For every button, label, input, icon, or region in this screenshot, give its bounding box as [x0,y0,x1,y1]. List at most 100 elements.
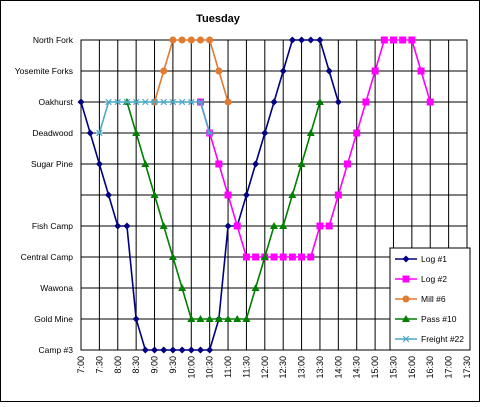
data-point-log-1 [151,346,159,354]
data-point-log-1 [95,160,103,168]
data-point-log-1 [252,160,260,168]
y-tick-label: Fish Camp [32,221,73,231]
legend-label: Log #2 [421,274,447,284]
x-tick-label: 17:00 [444,356,454,379]
x-tick-label: 17:30 [462,356,472,379]
data-point-log-2 [380,36,388,44]
legend-item-pass-10: Pass #10 [395,314,457,324]
data-point-log-1 [178,346,186,354]
data-point-log-2 [316,222,324,230]
data-point-freight-22 [141,98,149,106]
data-point-pass-10 [187,315,196,322]
data-point-pass-10 [233,315,242,322]
x-tick-label: 13:30 [315,356,325,379]
y-tick-label: Deadwood [32,128,73,138]
data-point-log-1 [187,346,195,354]
data-point-log-2 [362,98,370,106]
legend-swatch-marker [402,315,410,322]
legend-swatch-marker [402,255,410,263]
x-tick-label: 8:30 [131,356,141,374]
x-tick-label: 15:00 [370,356,380,379]
data-point-log-1 [288,36,296,44]
data-point-pass-10 [205,315,214,322]
data-point-freight-22 [114,98,122,106]
x-tick-label: 10:00 [186,356,196,379]
data-point-freight-22 [160,98,168,106]
data-point-freight-22 [169,98,177,106]
data-point-pass-10 [270,222,278,229]
x-tick-label: 10:30 [205,356,215,379]
x-tick-label: 7:30 [94,356,104,374]
data-point-pass-10 [251,284,260,291]
data-point-log-1 [196,346,204,354]
series-layer [77,36,434,354]
data-point-pass-10 [168,253,177,260]
legend-label: Mill #6 [421,294,446,304]
x-tick-label: 11:30 [241,356,251,378]
y-tick-label: Oakhurst [39,97,74,107]
series-log-1 [77,36,342,354]
data-point-log-2 [298,253,306,261]
data-point-log-2 [325,222,333,230]
x-tick-label: 14:00 [333,356,343,379]
legend-item-freight-22: Freight #22 [395,334,464,344]
data-point-mill-6 [187,36,195,44]
data-point-freight-22 [187,98,195,106]
y-tick-label: North Fork [33,35,74,45]
data-point-pass-10 [141,160,150,167]
data-point-log-1 [114,222,122,230]
data-point-mill-6 [196,36,204,44]
x-tick-label: 14:30 [352,356,362,379]
data-point-log-2 [307,253,315,261]
data-point-log-2 [224,191,232,199]
data-point-pass-10 [297,160,306,167]
data-point-log-1 [206,346,214,354]
data-point-log-1 [160,346,168,354]
data-point-log-1 [105,191,113,199]
data-point-log-1 [261,129,269,137]
data-point-mill-6 [169,36,177,44]
data-point-log-2 [279,253,287,261]
data-point-log-1 [298,36,306,44]
x-axis-labels: 7:00 7:30 8:00 8:30 9:00 9:30 10:00 10:30 11:00 1… [76,356,472,379]
legend-swatch-marker [402,295,410,303]
data-point-pass-10 [288,191,297,198]
data-point-freight-22 [105,98,113,106]
data-point-log-2 [334,191,342,199]
data-point-log-1 [224,222,232,230]
data-point-pass-10 [178,284,187,291]
data-point-log-1 [307,36,315,44]
x-tick-label: 13:00 [297,356,307,379]
data-point-mill-6 [206,36,214,44]
data-point-log-1 [270,98,278,106]
data-point-log-2 [242,253,250,261]
data-point-log-1 [132,315,140,323]
data-point-log-1 [77,98,85,106]
data-point-pass-10 [279,222,288,229]
legend-label: Freight #22 [421,334,464,344]
data-point-log-2 [371,67,379,75]
data-point-log-1 [334,98,342,106]
series-freight-22 [95,98,214,137]
data-point-freight-22 [196,98,204,106]
data-point-freight-22 [178,98,186,106]
data-point-log-2 [344,160,352,168]
legend-label: Log #1 [421,254,447,264]
series-line-pass-10 [126,101,321,320]
data-point-log-1 [316,36,324,44]
legend-swatch-marker [402,275,410,283]
data-point-freight-22 [123,98,131,106]
y-tick-label: Camp #3 [39,345,74,355]
y-tick-label: Central Camp [21,252,74,262]
data-point-pass-10 [260,253,269,260]
legend-item-log-1: Log #1 [395,254,447,264]
data-point-freight-22 [206,129,214,137]
x-tick-label: 8:00 [113,356,123,374]
series-log-2 [196,36,434,261]
data-point-pass-10 [242,315,251,322]
x-tick-label: 7:00 [76,356,86,374]
y-tick-label: Wawona [40,283,73,293]
data-point-log-2 [233,222,241,230]
data-point-log-1 [169,346,177,354]
